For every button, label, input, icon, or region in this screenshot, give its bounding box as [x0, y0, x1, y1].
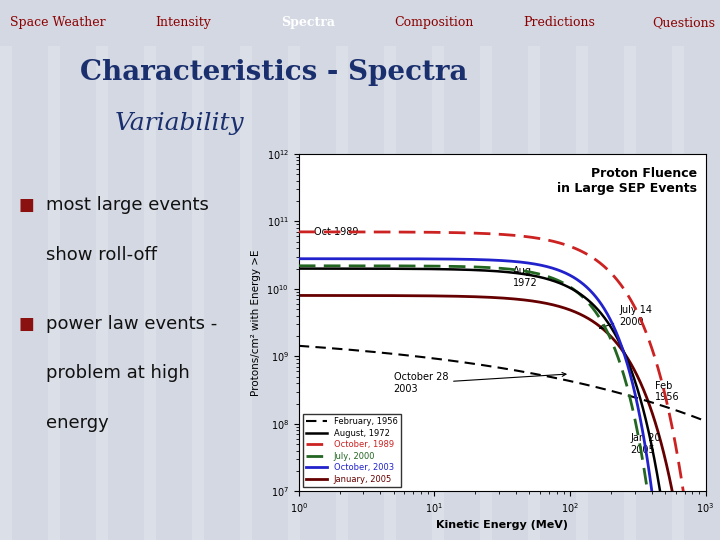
Bar	[384, 46, 396, 540]
Text: Proton Fluence
in Large SEP Events: Proton Fluence in Large SEP Events	[557, 167, 698, 195]
Text: ■: ■	[18, 196, 34, 214]
Text: most large events: most large events	[45, 196, 208, 214]
Bar	[576, 46, 588, 540]
Text: Feb
1956: Feb 1956	[654, 381, 679, 402]
Bar	[48, 46, 60, 540]
Bar	[624, 46, 636, 540]
Bar	[144, 46, 156, 540]
Bar	[96, 46, 108, 540]
Bar	[672, 46, 684, 540]
Text: Oct 1989: Oct 1989	[314, 227, 359, 237]
Text: problem at high: problem at high	[45, 364, 189, 382]
Bar	[528, 46, 540, 540]
Text: Composition: Composition	[394, 16, 473, 30]
Text: Intensity: Intensity	[155, 16, 211, 30]
Bar	[192, 46, 204, 540]
Bar	[432, 46, 444, 540]
Text: October 28
2003: October 28 2003	[394, 373, 566, 394]
Text: energy: energy	[45, 414, 108, 431]
Text: Characteristics - Spectra: Characteristics - Spectra	[80, 59, 467, 86]
Text: Spectra: Spectra	[281, 16, 335, 30]
Y-axis label: Protons/cm² with Energy >E: Protons/cm² with Energy >E	[251, 249, 261, 396]
Text: Variability: Variability	[115, 112, 245, 135]
X-axis label: Kinetic Energy (MeV): Kinetic Energy (MeV)	[436, 521, 568, 530]
Text: Questions: Questions	[652, 16, 716, 30]
Bar	[240, 46, 252, 540]
Bar	[336, 46, 348, 540]
Text: Jan 20
2005: Jan 20 2005	[631, 434, 661, 455]
Text: show roll-off: show roll-off	[45, 246, 156, 264]
Text: power law events -: power law events -	[45, 315, 217, 333]
Text: Predictions: Predictions	[523, 16, 595, 30]
Text: ■: ■	[18, 315, 34, 333]
Bar	[288, 46, 300, 540]
Bar	[480, 46, 492, 540]
Text: Space Weather: Space Weather	[10, 16, 105, 30]
Text: July 14
2000: July 14 2000	[600, 305, 652, 329]
Legend: February, 1956, August, 1972, October, 1989, July, 2000, October, 2003, January,: February, 1956, August, 1972, October, 1…	[303, 414, 401, 487]
Bar	[0, 46, 12, 540]
Text: Aug
1972: Aug 1972	[513, 266, 538, 288]
